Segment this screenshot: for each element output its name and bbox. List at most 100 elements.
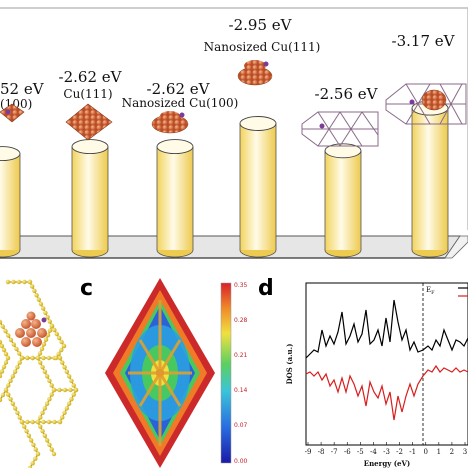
- platform-side: [444, 235, 468, 259]
- lattice-atom: [33, 447, 38, 452]
- cylinder-bar: [411, 100, 449, 258]
- lattice-atom: [47, 378, 52, 384]
- colorbar-tick-5: 0.00: [234, 458, 248, 465]
- lattice-atom: [73, 387, 79, 393]
- cylinder-sides: [239, 123, 277, 250]
- lattice-atom: [37, 351, 43, 356]
- structure-nano-cu111: [237, 60, 273, 86]
- cylinder-bar: [0, 146, 21, 258]
- lattice-atom: [52, 327, 57, 333]
- panel-label-d: d: [258, 276, 274, 301]
- lattice-atom: [17, 351, 22, 356]
- lattice-atom: [42, 406, 48, 411]
- lattice-atom: [25, 419, 30, 425]
- lattice-atom: [0, 373, 3, 379]
- lattice-atom: [11, 342, 16, 347]
- bar-label-3: Nanosized Cu(100): [122, 96, 239, 110]
- colorbar-tick-3: 0.14: [234, 387, 248, 394]
- lattice-atom: [46, 419, 52, 425]
- lattice-atom: [30, 419, 35, 425]
- lattice-atom: [34, 293, 39, 298]
- lattice-atom: [27, 279, 33, 285]
- cylinder-bar: [156, 139, 194, 258]
- lattice-atom: [41, 355, 46, 361]
- lattice-atom: [28, 438, 34, 443]
- lattice-atom: [56, 351, 61, 357]
- dos-xtick-label: -5: [357, 448, 364, 456]
- dos-xtick-label: -3: [383, 448, 390, 456]
- lattice-atom: [43, 310, 48, 315]
- cylinder-sides: [411, 108, 449, 250]
- cylinder-sides: [324, 150, 362, 250]
- lattice-atom: [47, 442, 52, 448]
- lattice-atom: [12, 406, 18, 411]
- platform: [0, 235, 461, 259]
- lattice-atom: [71, 392, 76, 397]
- lattice-atom: [0, 339, 3, 345]
- lattice-atom: [69, 396, 74, 402]
- lattice-atom: [5, 355, 11, 361]
- bar-label-4: Nanosized Cu(111): [204, 40, 321, 54]
- lattice-atom: [44, 438, 50, 443]
- lattice-atom: [22, 279, 27, 285]
- dos-xtick-label: -9: [305, 448, 312, 456]
- structure-cu100: [0, 103, 25, 123]
- bar-value-2: -2.62 eV: [59, 68, 123, 86]
- dos-xtick-label: -4: [370, 448, 377, 456]
- panel-frame: [0, 7, 468, 230]
- lattice-atom: [14, 346, 19, 352]
- lattice-atom: [41, 342, 47, 347]
- lattice-atom: [27, 465, 33, 468]
- lattice-atom: [66, 374, 72, 379]
- lattice-atom: [40, 364, 45, 370]
- dos-lower-curve: [305, 364, 468, 421]
- structure-graphene-sheet: [301, 111, 379, 147]
- lattice-atom: [6, 383, 11, 388]
- cylinder-top: [324, 143, 362, 159]
- lattice-atom: [60, 360, 65, 365]
- lattice-atom: [38, 415, 43, 420]
- lattice-atom: [32, 288, 37, 293]
- graphene-lattice: [0, 279, 79, 468]
- lattice-atom: [16, 279, 22, 285]
- cylinder-bar: [71, 139, 109, 258]
- lattice-atom: [49, 392, 54, 397]
- lattice-atom: [0, 324, 5, 329]
- top-panel: [0, 7, 468, 259]
- cylinder-sides: [71, 146, 109, 250]
- dos-xtick-label: -1: [409, 448, 416, 456]
- lattice-atom: [47, 328, 53, 333]
- lattice-atom: [51, 387, 57, 393]
- cylinder-sides: [156, 146, 194, 250]
- cylinder-body: [72, 146, 108, 250]
- lattice-atom: [52, 419, 57, 425]
- lattice-atom: [11, 279, 16, 285]
- lattice-atom: [26, 433, 32, 438]
- lattice-atom: [1, 364, 7, 370]
- lattice-atom: [3, 360, 9, 365]
- cylinder-body: [0, 153, 20, 250]
- dos-xtick-label: -7: [331, 448, 338, 456]
- lattice-atom: [31, 442, 36, 448]
- lattice-atom: [36, 297, 41, 302]
- lattice-atom: [19, 419, 25, 425]
- lattice-atom: [66, 401, 72, 406]
- cylinder-sides: [19, 153, 21, 250]
- lattice-atom: [3, 328, 8, 334]
- lattice-atom: [45, 315, 50, 320]
- lattice-atom: [71, 383, 76, 388]
- lattice-atom: [43, 337, 49, 342]
- lattice-atom: [60, 415, 65, 420]
- lattice-atom: [8, 337, 14, 343]
- cylinder-body: [240, 123, 276, 250]
- lattice-atom: [64, 406, 70, 411]
- colorbar-tick-2: 0.21: [234, 352, 248, 359]
- lattice-atom: [45, 332, 51, 338]
- colorbar-tick-0: 0.35: [234, 282, 248, 289]
- lattice-atom: [59, 347, 64, 353]
- lattice-atom: [62, 364, 67, 370]
- lattice-atom: [35, 355, 41, 361]
- panel-label-c: c: [80, 276, 93, 301]
- lattice-atom: [35, 419, 41, 425]
- lattice-atom: [49, 447, 54, 452]
